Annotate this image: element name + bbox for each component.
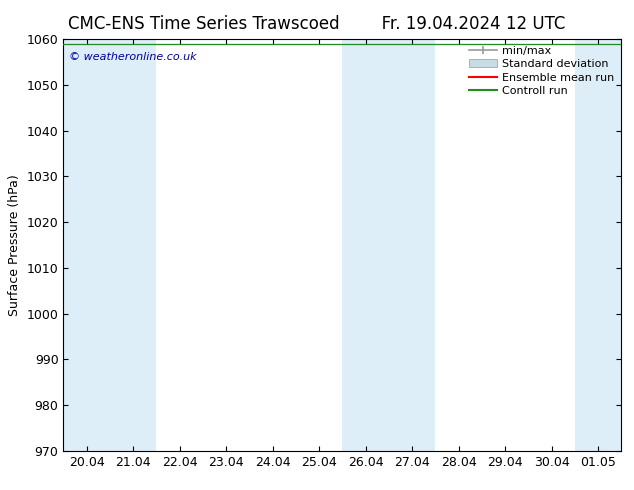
Text: CMC-ENS Time Series Trawscoed        Fr. 19.04.2024 12 UTC: CMC-ENS Time Series Trawscoed Fr. 19.04.…	[68, 15, 566, 33]
Bar	[110, 39, 157, 451]
Bar	[389, 39, 436, 451]
Legend: min/max, Standard deviation, Ensemble mean run, Controll run: min/max, Standard deviation, Ensemble me…	[465, 42, 619, 100]
Y-axis label: Surface Pressure (hPa): Surface Pressure (hPa)	[8, 174, 21, 316]
Bar	[63, 39, 110, 451]
Text: © weatheronline.co.uk: © weatheronline.co.uk	[69, 51, 197, 62]
Bar	[342, 39, 389, 451]
Bar	[575, 39, 621, 451]
